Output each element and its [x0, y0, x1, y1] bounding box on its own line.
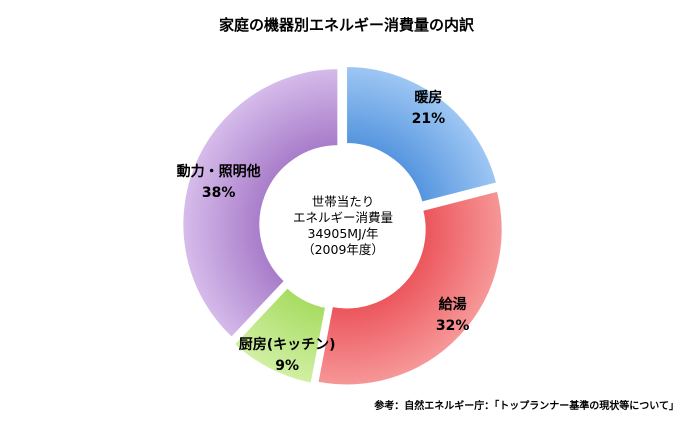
slice-label-hot-water: 給湯 32%	[436, 295, 470, 337]
slice-percent-heating: 21%	[411, 110, 446, 127]
slice-label-power-lighting: 動力・照明他 38%	[177, 162, 261, 204]
chart-title: 家庭の機器別エネルギー消費量の内訳	[218, 16, 474, 34]
slice-heating	[345, 65, 499, 204]
slice-label-heating: 暖房 21%	[412, 88, 446, 130]
source-note: 参考：自然エネルギー庁：「トップランナー基準の現状等について」	[374, 401, 679, 412]
slice-hot-water	[316, 189, 504, 387]
slice-percent-hot-water: 32%	[435, 318, 470, 335]
center-note: 世帯当たり エネルギー消費量 34905MJ/年 （2009年度）	[293, 194, 393, 258]
slice-name-heating: 暖房	[414, 89, 443, 106]
slice-name-power-lighting: 動力・照明他	[176, 163, 261, 180]
slice-name-kitchen: 厨房(キッチン)	[238, 336, 336, 353]
slice-percent-power-lighting: 38%	[201, 184, 236, 201]
slice-percent-kitchen: 9%	[275, 357, 300, 374]
center-line-2: エネルギー消費量	[292, 210, 394, 225]
slice-label-kitchen: 厨房(キッチン) 9%	[239, 335, 336, 377]
slice-kitchen	[232, 285, 328, 385]
slice-name-hot-water: 給湯	[438, 297, 467, 314]
center-line-3: 34905MJ/年	[307, 226, 379, 241]
slice-power-lighting	[181, 67, 340, 340]
center-line-4: （2009年度）	[302, 242, 384, 257]
center-line-1: 世帯当たり	[311, 194, 375, 209]
